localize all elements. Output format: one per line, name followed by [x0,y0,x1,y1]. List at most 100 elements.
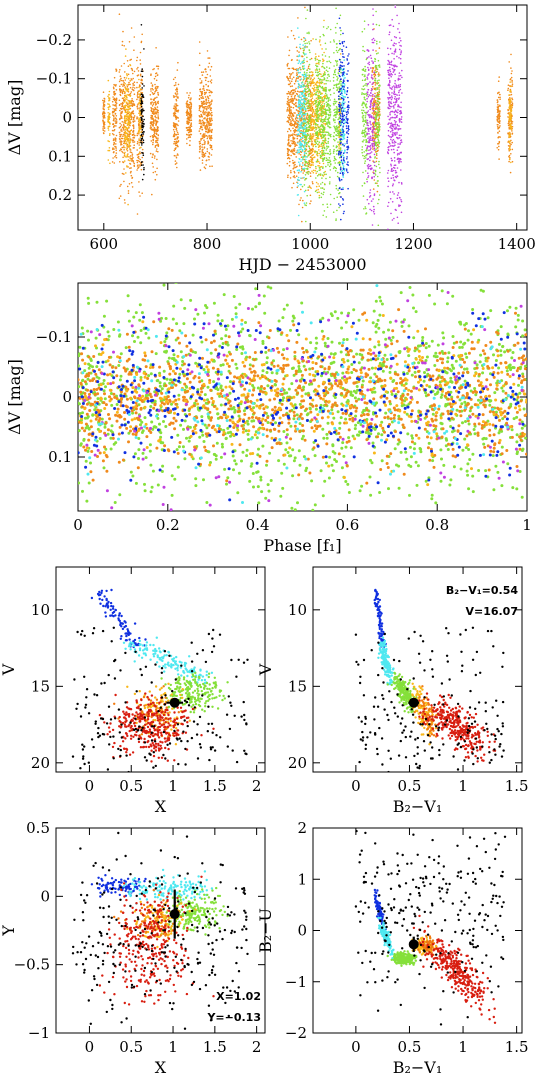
lightcurve-point-orange [304,150,307,152]
lightcurve-point-orange [127,117,129,119]
lightcurve-point-orange [296,125,299,127]
lightcurve-point-orange [293,171,296,174]
lightcurve-point-green [329,160,332,163]
lightcurve-point-green [376,40,378,43]
lightcurve-point-orange [309,82,311,85]
lightcurve-point-cyan [305,75,307,78]
lightcurve-point-orange [137,159,139,162]
lightcurve-point-green [376,122,379,124]
lightcurve-point-green [376,80,379,82]
lightcurve-point-orange [296,59,299,61]
lightcurve-point-green [305,17,307,20]
lightcurve-point-orange [151,156,154,158]
lightcurve-point-orange [201,74,204,76]
lightcurve-point-orange [210,91,213,94]
lightcurve-point-green [377,92,379,95]
lightcurve-point-cyan [296,194,299,196]
lightcurve-point-orange [206,111,208,114]
lightcurve-point-orange [111,133,114,135]
lightcurve-point-green [326,121,328,123]
lightcurve-point-gold [318,191,320,193]
lightcurve-point-orange [131,186,134,188]
lightcurve-point-orange [510,120,513,122]
lightcurve-point-green [322,145,324,147]
lightcurve-point-orange [119,118,121,121]
lightcurve-point-orange [119,135,121,138]
lightcurve-point-orange [115,97,118,100]
lightcurve-point-gold [510,117,512,119]
lightcurve-point-orange [294,97,296,100]
lightcurve-point-green [321,133,324,136]
lightcurve-point-green [308,137,310,140]
lightcurve-point-orange [510,53,512,56]
lightcurve-point-orange [121,172,124,175]
lightcurve-point-orange [140,168,143,171]
lightcurve-point-orange [374,84,377,86]
lightcurve-point-orange [511,104,514,106]
lightcurve-point-gold [107,140,109,142]
lightcurve-point-orange [208,89,211,92]
lightcurve-point-orange [121,44,124,46]
lightcurve-point-orange [156,74,159,77]
lightcurve-point-orange [111,129,114,132]
lightcurve-point-orange [121,107,123,110]
lightcurve-point-orange [156,101,159,104]
lightcurve-point-green [326,105,328,108]
lightcurve-point-green [323,126,325,129]
lightcurve-point-orange [150,88,152,90]
lightcurve-point-orange [152,93,155,95]
lightcurve-point-orange [113,133,115,136]
lightcurve-point-green [376,135,379,137]
lightcurve-point-green [339,14,342,17]
lightcurve-point-orange [136,91,139,94]
lightcurve-point-cyan [297,27,299,29]
lightcurve-point-green [323,78,326,81]
lightcurve-point-orange [508,61,511,63]
lightcurve-point-green [323,108,325,111]
lightcurve-point-green [329,181,331,183]
lightcurve-point-orange [209,146,212,149]
lightcurve-point-orange [205,102,207,105]
lightcurve-point-gold [315,136,318,139]
lightcurve-point-orange [155,111,157,113]
lightcurve-point-orange [173,140,176,143]
lightcurve-point-orange [123,145,125,147]
lightcurve-point-orange [200,139,202,141]
lightcurve-point-cyan [300,84,303,87]
lightcurve-point-gold [317,164,319,167]
lightcurve-point-orange [132,120,134,123]
lightcurve-point-orange [136,98,138,101]
lightcurve-point-green [328,111,331,114]
lightcurve-point-green [317,124,319,126]
lightcurve-point-green [337,149,339,152]
lightcurve-point-orange [173,84,176,87]
lightcurve-point-orange [507,116,509,118]
lightcurve-point-green [315,64,317,67]
lightcurve-point-gold [128,111,131,113]
lightcurve-point-orange [373,101,375,103]
lightcurve-point-green [365,212,368,214]
lightcurve-point-green [336,109,339,111]
lightcurve-point-green [374,78,377,80]
lightcurve-point-orange [133,118,135,120]
lightcurve-point-orange [206,148,209,150]
lightcurve-point-orange [156,148,158,150]
lightcurve-point-green [377,75,380,77]
lightcurve-point-orange [122,83,125,86]
lightcurve-point-green [361,93,363,96]
lightcurve-point-orange [288,49,291,52]
lightcurve-point-orange [295,46,298,49]
lightcurve-point-orange [289,98,291,101]
lightcurve-point-green [326,60,328,63]
lightcurve-point-green [323,118,325,121]
lightcurve-point-gold [508,134,511,137]
lightcurve-point-orange [287,144,289,146]
lightcurve-point-orange [131,155,134,157]
lightcurve-point-green [325,101,328,104]
lightcurve-point-orange [103,122,105,124]
lightcurve-point-gold [312,80,314,83]
lightcurve-point-orange [203,153,206,156]
lightcurve-point-gold [129,129,132,132]
lightcurve-point-orange [290,109,292,111]
lightcurve-point-orange [199,169,202,171]
